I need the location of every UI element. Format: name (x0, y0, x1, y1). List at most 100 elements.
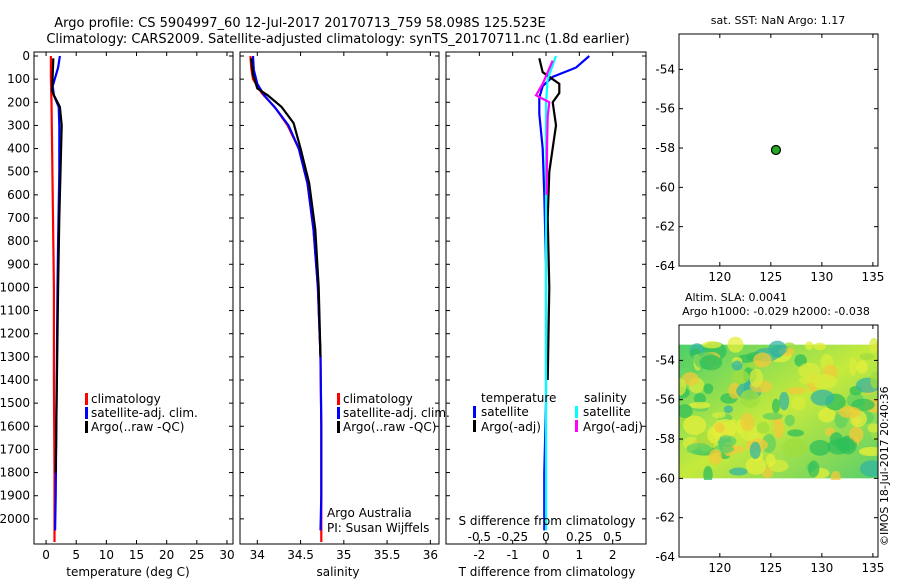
xtick-label: 1 (576, 548, 584, 562)
sla-blob (830, 470, 841, 480)
difference-legend: temperature salinity satellite Argo(-adj… (473, 391, 643, 434)
legend-swatch-t-argo (473, 420, 476, 432)
temperature-x-axis: 0 5 10 15 20 25 30 (42, 52, 235, 562)
sst-map-lon-axis: 120 125 130 135 (708, 34, 884, 284)
salinity-axes-frame (239, 51, 440, 545)
lon-tick-label: 135 (861, 270, 884, 284)
series-line-climatology (49, 56, 56, 542)
legend-label-climatology: climatology (91, 392, 161, 406)
sla-blob (702, 341, 722, 349)
sla-blob (711, 412, 726, 419)
ytick-label: 1900 (0, 489, 30, 503)
legend-label-s-satellite: satellite (583, 405, 631, 419)
legend-swatch-climatology (85, 393, 88, 405)
sla-blob (749, 368, 764, 388)
sla-map-lon-axis: 120 125 130 135 (708, 325, 884, 575)
ytick-label: 1700 (0, 442, 30, 456)
sla-blob (838, 406, 861, 419)
salinity-y-ticks (240, 55, 439, 520)
sla-blob (749, 441, 761, 459)
xtick-label: -1 (507, 548, 519, 562)
sla-blob (859, 353, 874, 361)
sla-blob (851, 398, 875, 411)
legend-swatch-s-satellite (575, 406, 578, 418)
legend-swatch-argo (337, 421, 340, 433)
annotation-argo-australia: Argo Australia (327, 506, 412, 520)
series-line-s-argo-adj- (534, 60, 554, 195)
lon-tick-label: 130 (810, 270, 833, 284)
sla-blob (867, 423, 878, 433)
ytick-label: 1800 (0, 466, 30, 480)
ytick-label: 1200 (0, 327, 30, 341)
difference-x-axis: -2 -1 0 1 2 (473, 52, 616, 562)
sla-blob (784, 414, 795, 427)
sst-map-points (770, 144, 782, 156)
ytick-label: 2000 (0, 512, 30, 526)
lat-tick-label: -54 (655, 62, 675, 76)
sla-blob (771, 398, 780, 414)
sla-blob (681, 372, 699, 386)
ytick-label: 700 (7, 211, 30, 225)
legend-swatch-argo (85, 421, 88, 433)
xtick-label: 34 (250, 548, 265, 562)
legend-label-argo: Argo(..raw -QC) (343, 420, 436, 434)
sla-blob (827, 438, 850, 455)
salinity-xlabel: salinity (316, 565, 359, 579)
lon-tick-label: 125 (759, 561, 782, 575)
sla-blob (782, 438, 808, 457)
legend-swatch-satellite (85, 407, 88, 419)
x2tick-label: 0 (542, 530, 550, 544)
ytick-label: 1000 (0, 280, 30, 294)
sst-map-lat-axis: -54 -56 -58 -60 -62 -64 (655, 62, 878, 273)
sla-blob (858, 446, 878, 457)
lat-tick-label: -64 (655, 550, 675, 564)
lat-tick-label: -54 (655, 353, 675, 367)
sla-heatmap (679, 336, 878, 480)
salinity-x-axis: 34 34.5 35 35.5 36 (250, 52, 438, 562)
legend-swatch-climatology (337, 393, 340, 405)
ytick-label: 1500 (0, 396, 30, 410)
xtick-label: 35.5 (374, 548, 401, 562)
ytick-label: 500 (7, 165, 30, 179)
sla-blob (717, 435, 737, 448)
sla-blob (868, 337, 878, 353)
annotation-pi: PI: Susan Wijffels (327, 521, 429, 535)
lon-tick-label: 120 (708, 561, 731, 575)
legend-swatch-t-satellite (473, 406, 476, 418)
sla-blob (859, 460, 878, 477)
salinity-legend: climatology satellite-adj. clim. Argo(..… (337, 392, 450, 434)
xtick-label: 36 (423, 548, 438, 562)
difference-lines (534, 55, 591, 531)
legend-title-temperature: temperature (481, 391, 556, 405)
series-line-argo-raw-qc- (250, 58, 322, 357)
sla-blob (756, 421, 770, 434)
salinity-panel: 34 34.5 35 35.5 36 salinity climatology sate… (239, 51, 450, 579)
sla-blob (848, 358, 858, 376)
sla-map-lat-axis: -54 -56 -58 -60 -62 -64 (655, 353, 878, 564)
legend-label-t-satellite: satellite (481, 405, 529, 419)
sla-blob (787, 429, 805, 437)
lat-tick-label: -58 (655, 141, 675, 155)
legend-swatch-s-argo (575, 420, 578, 432)
lat-tick-label: -56 (655, 393, 675, 407)
sla-blob (708, 448, 723, 465)
sla-blob (703, 383, 714, 394)
x2tick-label: -0.5 (468, 530, 491, 544)
sla-blob (810, 389, 835, 406)
lat-tick-label: -62 (655, 511, 675, 525)
ytick-label: 1300 (0, 350, 30, 364)
xtick-label: 0 (542, 548, 550, 562)
xtick-label: 15 (129, 548, 144, 562)
sla-blob (688, 401, 711, 409)
sst-map-title: sat. SST: NaN Argo: 1.17 (711, 14, 845, 27)
xtick-label: 30 (219, 548, 234, 562)
sla-blob (808, 460, 820, 478)
sla-blob (679, 355, 689, 369)
sla-blob (731, 370, 750, 385)
series-line-s-satellite (544, 55, 558, 531)
temperature-legend: climatology satellite-adj. clim. Argo(..… (85, 392, 198, 434)
sla-blob (731, 360, 743, 371)
sla-map-panel: Altim. SLA: 0.0041 Argo h1000: -0.029 h2… (655, 291, 884, 575)
ytick-label: 1400 (0, 373, 30, 387)
sla-blob (798, 376, 814, 385)
